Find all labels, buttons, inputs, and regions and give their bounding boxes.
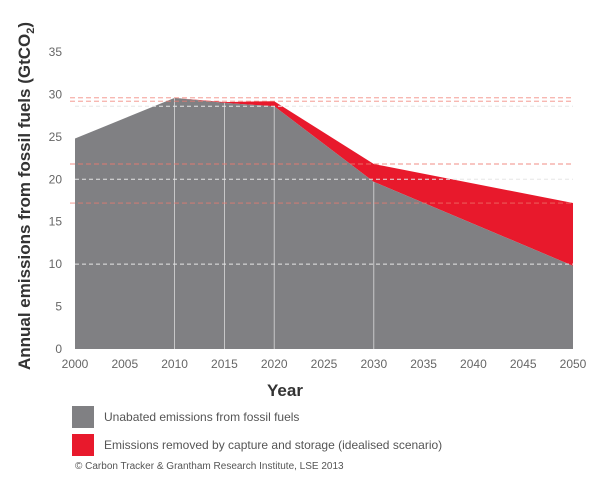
x-tick-label: 2020 [261,357,288,371]
x-tick-label: 2040 [460,357,487,371]
y-tick-label: 35 [49,45,63,59]
x-tick-label: 2005 [111,357,138,371]
y-axis-label: Annual emissions from fossil fuels (GtCO… [15,22,37,370]
x-tick-label: 2000 [62,357,89,371]
y-axis-label-sub: 2 [25,28,37,34]
legend-label-unabated: Unabated emissions from fossil fuels [104,410,300,424]
x-tick-label: 2050 [560,357,587,371]
x-tick-label: 2030 [360,357,387,371]
y-tick-label: 15 [49,215,63,229]
y-tick-label: 25 [49,130,63,144]
y-tick-labels: 0 5 10 15 20 25 30 35 [49,45,63,356]
plot-area [70,97,573,349]
legend-label-ccs: Emissions removed by capture and storage… [104,438,443,452]
y-tick-label: 0 [55,342,62,356]
x-tick-label: 2035 [410,357,437,371]
credit-text: © Carbon Tracker & Grantham Research Ins… [75,461,344,472]
legend-item-ccs: Emissions removed by capture and storage… [72,434,442,456]
y-tick-label: 30 [49,87,63,101]
x-tick-label: 2015 [211,357,238,371]
legend-item-unabated: Unabated emissions from fossil fuels [72,406,299,428]
x-tick-labels: 2000 2005 2010 2015 2020 2025 2030 2035 2040 2045… [62,357,587,371]
legend-swatch-red [72,434,94,456]
x-tick-label: 2045 [510,357,537,371]
y-axis-label-main: Annual emissions from fossil fuels (GtCO [15,34,34,370]
y-tick-label: 5 [55,300,62,314]
x-tick-label: 2010 [161,357,188,371]
unabated-area [75,97,573,349]
x-tick-label: 2025 [311,357,338,371]
y-tick-label: 20 [49,172,63,186]
legend-swatch-gray [72,406,94,428]
y-axis-label-end: ) [15,22,34,28]
x-axis-label: Year [267,381,303,400]
y-tick-label: 10 [49,257,63,271]
